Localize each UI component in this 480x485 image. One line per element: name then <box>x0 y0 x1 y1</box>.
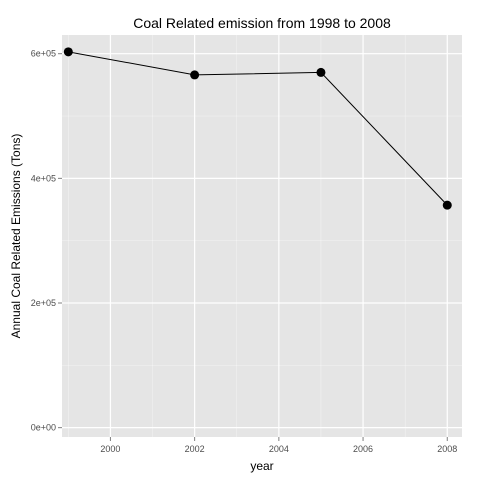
major-grid <box>62 35 462 437</box>
y-axis-title: Annual Coal Related Emissions (Tons) <box>9 134 23 339</box>
x-tick-label: 2004 <box>269 444 289 454</box>
x-axis-title: year <box>250 459 273 473</box>
chart-title: Coal Related emission from 1998 to 2008 <box>133 15 391 31</box>
x-axis-ticks: 2000 2002 2004 2006 2008 <box>100 437 457 454</box>
data-point <box>190 70 200 80</box>
data-point <box>442 200 452 210</box>
plot-background <box>62 35 462 437</box>
y-tick-label: 6e+05 <box>31 49 56 59</box>
x-tick-label: 2002 <box>185 444 205 454</box>
series-line <box>68 51 448 206</box>
x-tick-label: 2008 <box>437 444 457 454</box>
y-tick-label: 2e+05 <box>31 298 56 308</box>
data-point <box>316 67 326 77</box>
y-tick-label: 4e+05 <box>31 173 56 183</box>
y-axis-ticks: 0e+00 2e+05 4e+05 6e+05 <box>31 49 62 433</box>
x-tick-label: 2000 <box>100 444 120 454</box>
minor-grid <box>62 35 462 437</box>
data-point <box>63 47 73 57</box>
x-tick-label: 2006 <box>353 444 373 454</box>
y-tick-label: 0e+00 <box>31 423 56 433</box>
series-layer <box>63 47 452 210</box>
